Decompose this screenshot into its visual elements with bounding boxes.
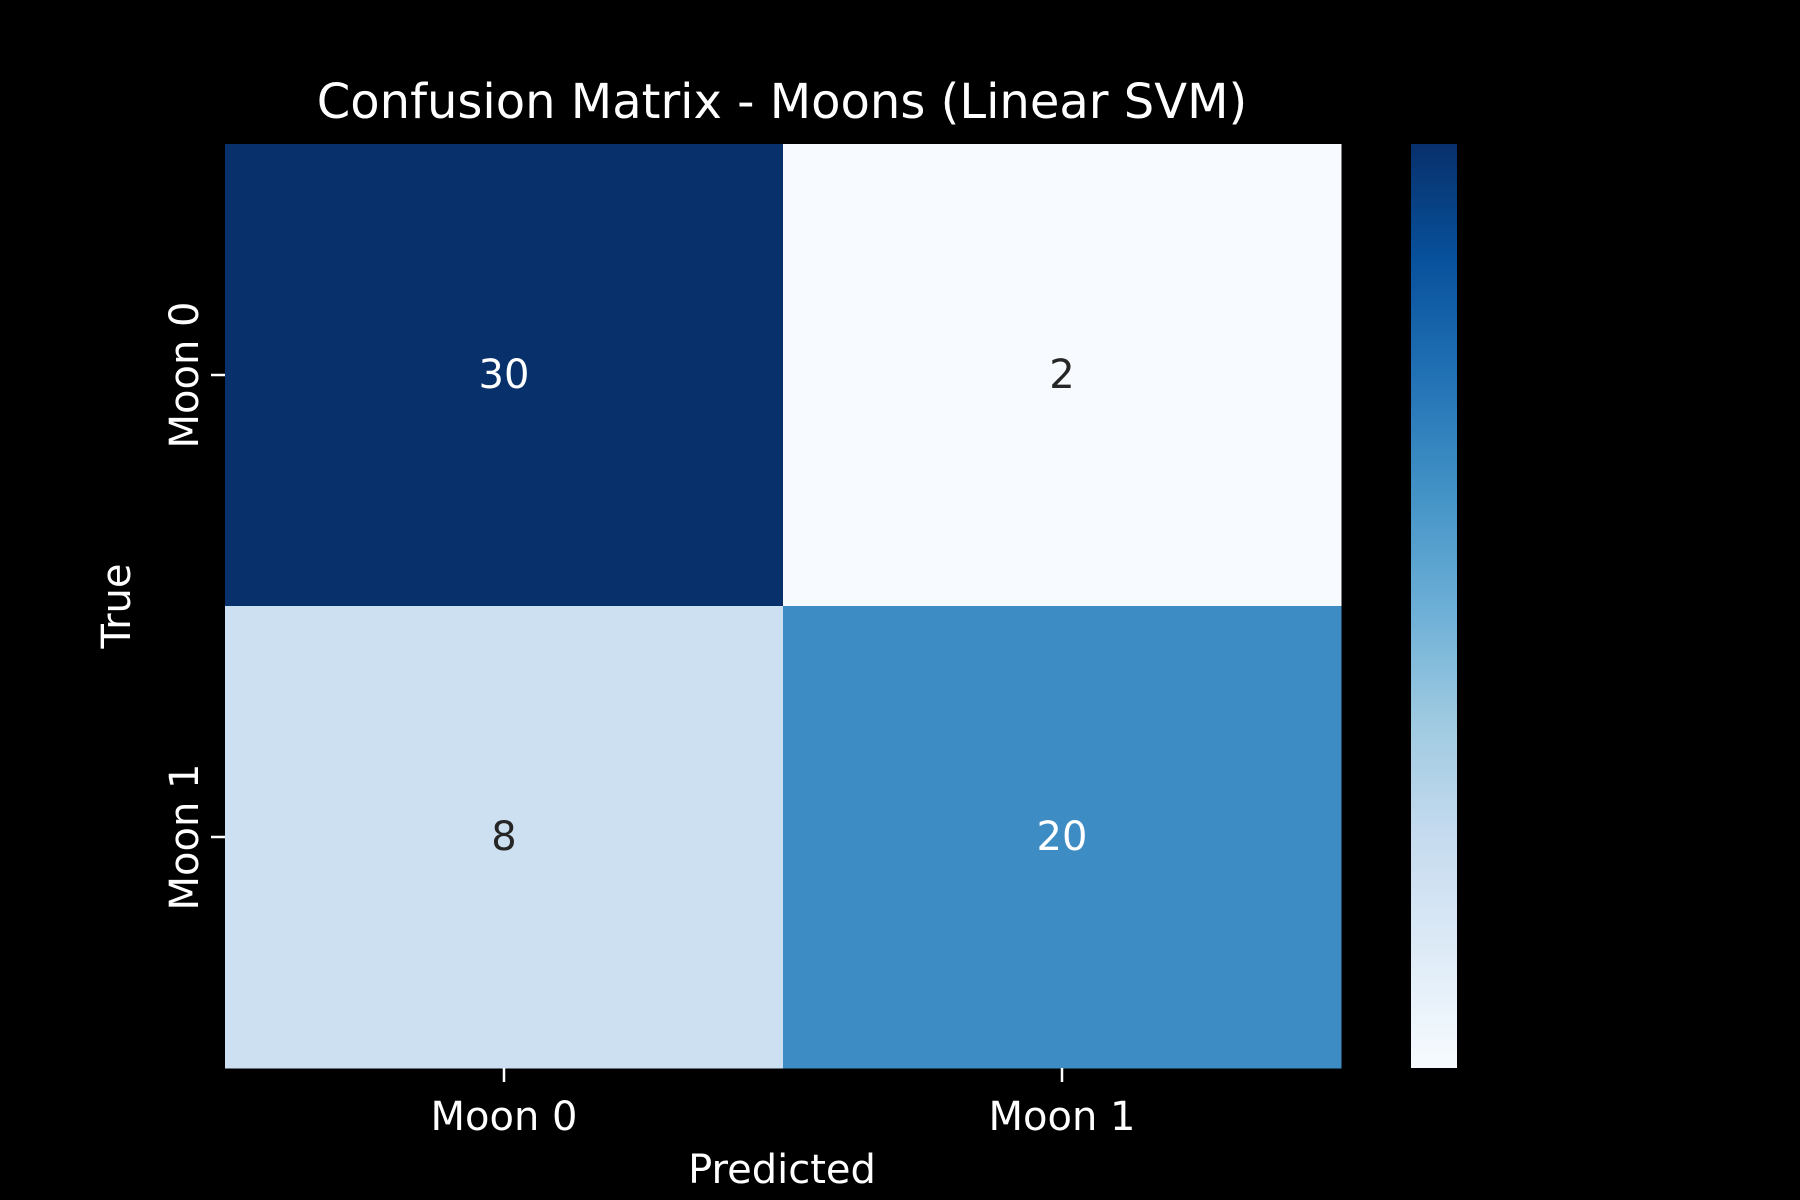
y-axis-label: True [94, 564, 140, 650]
y-tick-label: Moon 0 [162, 302, 208, 449]
cell-value-label: 8 [491, 814, 516, 860]
chart-title: Confusion Matrix - Moons (Linear SVM) [317, 74, 1247, 130]
cell-value-label: 20 [1037, 814, 1088, 860]
heatmap-cell-r0-c1 [783, 144, 1342, 607]
heatmap-cell-r1-c1 [783, 606, 1342, 1069]
x-tick-label: Moon 1 [989, 1094, 1136, 1140]
cell-value-label: 30 [479, 352, 530, 398]
x-axis-label: Predicted [688, 1147, 876, 1193]
cell-value-label: 2 [1049, 352, 1074, 398]
y-axis-ticks: Moon 0 Moon 1 [162, 302, 225, 911]
heatmap-cell-labels: 30 2 8 20 [479, 352, 1088, 860]
colorbar [1411, 144, 1457, 1068]
heatmap-cells [225, 144, 1342, 1069]
y-tick-label: Moon 1 [162, 764, 208, 911]
x-axis-ticks: Moon 0 Moon 1 [431, 1068, 1136, 1140]
heatmap-cell-r0-c0 [225, 144, 784, 607]
heatmap-cell-r1-c0 [225, 606, 784, 1069]
x-tick-label: Moon 0 [431, 1094, 578, 1140]
